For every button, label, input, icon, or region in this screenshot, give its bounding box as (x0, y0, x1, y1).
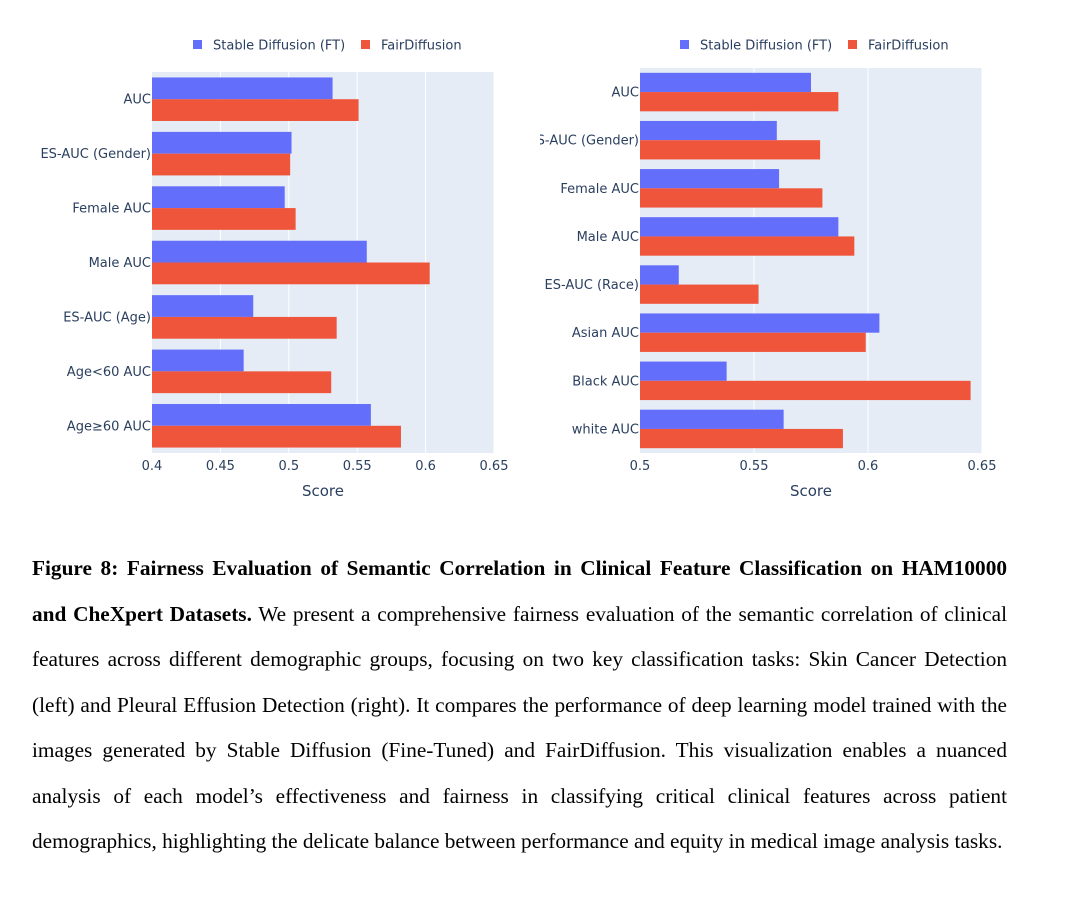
chart-1-legend-label: FairDiffusion (868, 39, 949, 54)
chart-1-bar-fairdiffusion (640, 284, 759, 304)
chart-1-bar-fairdiffusion (640, 140, 821, 160)
chart-1-x-tick-label: 0.5 (630, 459, 651, 474)
chart-0-bar-fairdiffusion (152, 153, 291, 176)
chart-0-bar-stable-diffusion (152, 77, 333, 100)
chart-0-x-tick-label: 0.5 (278, 459, 299, 474)
chart-1-legend-swatch (848, 40, 857, 49)
chart-0-svg: 0.4 0.45 0.5 0.55 0.6 0.65 AUC ES-AUC (Gender) F… (40, 39, 509, 501)
chart-0-bar-stable-diffusion (152, 295, 254, 317)
chart-1-x-tick-label: 0.55 (740, 459, 769, 474)
chart-1-bar-stable-diffusion (640, 217, 839, 237)
chart-1-legend-label: Stable Diffusion (FT) (700, 39, 832, 54)
chart-0-x-tick-label: 0.65 (480, 459, 509, 474)
chart-0-bar-fairdiffusion (152, 316, 337, 339)
chart-0-bar-fairdiffusion (152, 371, 332, 394)
chart-1-bar-stable-diffusion (640, 313, 880, 333)
chart-1-x-axis-title: Score (790, 482, 832, 500)
chart-1-x-tick-label: 0.6 (858, 459, 879, 474)
chart-0-x-tick-label: 0.55 (343, 459, 372, 474)
caption-title: : Fairness Evaluation of Semantic Correl… (32, 556, 1007, 626)
chart-0-bar-stable-diffusion (152, 240, 367, 263)
chart-1-y-tick-label: Male AUC (577, 230, 639, 245)
chart-1-bar-stable-diffusion (640, 169, 780, 189)
chart-0-x-axis-title: Score (302, 482, 344, 500)
chart-0-legend-label: FairDiffusion (381, 39, 462, 54)
chart-1-y-tick-label: ES-AUC (Race) (545, 278, 640, 293)
chart-0-y-tick-label: ES-AUC (Age) (63, 310, 151, 325)
chart-1-bar-stable-diffusion (640, 72, 811, 93)
chart-1-y-tick-label: Black AUC (572, 374, 639, 389)
chart-0-bar-fairdiffusion (152, 208, 296, 230)
chart-0-bar-fairdiffusion (152, 262, 430, 285)
chart-0-bar-stable-diffusion (152, 186, 285, 209)
chart-1-bar-stable-diffusion (640, 265, 679, 285)
chart-0-bar-fairdiffusion (152, 99, 359, 121)
chart-1-legend-swatch (680, 40, 689, 49)
chart-0-x-tick-label: 0.45 (206, 459, 235, 474)
chart-0-legend-swatch (361, 40, 370, 49)
chart-1-y-tick-label: white AUC (572, 422, 639, 437)
chart-1-bar-fairdiffusion (640, 236, 855, 256)
caption-body: We present a comprehensive fairness eval… (32, 601, 1007, 854)
chart-0-x-tick-label: 0.4 (142, 459, 163, 474)
chart-1-bar-fairdiffusion (640, 188, 823, 208)
chart-1-y-tick-label: Female AUC (560, 182, 639, 197)
chart-0-y-tick-label: Female AUC (72, 202, 151, 217)
chart-1-x-tick-label: 0.65 (968, 459, 997, 474)
chart-0-bar-fairdiffusion (152, 425, 401, 448)
chart-1-bar-stable-diffusion (640, 409, 784, 429)
chart-0-bar-stable-diffusion (152, 349, 244, 372)
chart-0-y-tick-label: Age≥60 AUC (67, 419, 151, 434)
chart-0-y-tick-label: Age<60 AUC (67, 365, 151, 380)
chart-1-y-tick-label: AUC (612, 86, 640, 101)
chart-0-bar-stable-diffusion (152, 404, 371, 426)
chart-1-y-tick-label: ES-AUC (Gender) (540, 134, 639, 149)
chart-1-bar-fairdiffusion (640, 428, 843, 449)
chart-0-x-tick-label: 0.6 (415, 459, 436, 474)
chart-0-legend-label: Stable Diffusion (FT) (213, 39, 345, 54)
chart-0-y-tick-label: Male AUC (89, 256, 151, 271)
chart-1-bar-stable-diffusion (640, 120, 777, 141)
chart-1-bar-fairdiffusion (640, 332, 866, 352)
chart-1-bar-stable-diffusion (640, 361, 727, 381)
chart-skin-cancer: 0.4 0.45 0.5 0.55 0.6 0.65 AUC ES-AUC (Gender) F… (0, 0, 540, 520)
chart-1-bar-fairdiffusion (640, 92, 839, 112)
figure-caption: Figure 8: Fairness Evaluation of Semanti… (32, 546, 1007, 865)
chart-0-y-tick-label: ES-AUC (Gender) (40, 147, 151, 162)
chart-1-svg: 0.5 0.55 0.6 0.65 AUC ES-AUC (Gender) Female A… (540, 39, 997, 501)
chart-1-bar-fairdiffusion (640, 380, 971, 401)
chart-0-y-tick-label: AUC (124, 93, 152, 108)
caption-label: Figure 8 (32, 556, 112, 580)
chart-1-y-tick-label: Asian AUC (572, 326, 639, 341)
chart-0-bar-stable-diffusion (152, 131, 292, 154)
chart-pleural-effusion: 0.5 0.55 0.6 0.65 AUC ES-AUC (Gender) Female A… (540, 0, 1080, 520)
chart-0-legend-swatch (193, 40, 202, 49)
